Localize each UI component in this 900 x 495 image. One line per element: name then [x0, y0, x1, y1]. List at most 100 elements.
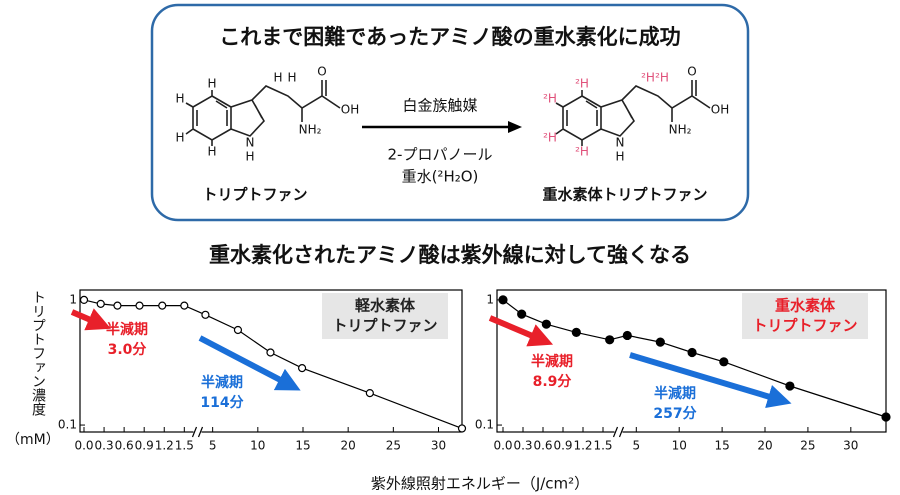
product-structure — [555, 80, 711, 146]
atom-label: H — [207, 145, 216, 159]
reagent: 2-プロパノール — [388, 146, 493, 164]
annotation: 3.0分 — [108, 342, 147, 358]
x-tick-label: 1.2 — [573, 439, 592, 453]
annotation: 半減期 — [531, 353, 573, 370]
x-tick-label: 0.3 — [513, 439, 532, 453]
data-point — [233, 325, 243, 335]
atom-label: NH₂ — [669, 123, 692, 137]
plot-frame — [79, 289, 463, 433]
series-label: トリプトファン — [752, 317, 857, 335]
x-tick-label: 30 — [431, 439, 446, 453]
plot-frame — [496, 289, 887, 433]
x-tick-label: 0.0 — [493, 439, 512, 453]
annotation-arrow — [488, 315, 554, 347]
y-axis-label: トリプトファン濃度 — [30, 290, 46, 416]
data-point — [201, 310, 210, 319]
x-tick-label: 5 — [632, 439, 640, 453]
atom-label: H — [175, 131, 184, 145]
atom-label: ²H — [575, 145, 589, 159]
x-tick-label: 20 — [341, 439, 356, 453]
atom-label: N — [246, 136, 255, 150]
annotation: 半減期 — [106, 321, 148, 338]
series-label-box — [322, 293, 448, 339]
axis-break — [612, 426, 619, 438]
series-label-box — [742, 293, 868, 339]
atom-label: ²H — [543, 92, 557, 106]
reaction-arrowhead — [508, 121, 522, 133]
annotation: 半減期 — [654, 385, 696, 402]
atom-label: ²H — [543, 131, 557, 145]
atom-label: NH₂ — [299, 123, 322, 137]
atom-label: H — [615, 150, 624, 164]
atom-label: ²H — [655, 71, 669, 85]
atom-label: H — [175, 92, 184, 106]
series-label: 軽水素体 — [355, 297, 416, 315]
data-point — [719, 357, 729, 367]
atom-label: OH — [341, 103, 359, 117]
x-tick-label: 30 — [843, 439, 858, 453]
data-point — [180, 301, 189, 310]
annotation-arrow — [198, 335, 301, 391]
product-name: 重水素体トリプトファン — [542, 186, 707, 204]
subtitle: 重水素化されたアミノ酸は紫外線に対して強くなる — [209, 243, 691, 267]
scheme-title: これまで困難であったアミノ酸の重水素化に成功 — [219, 25, 680, 49]
atom-label: H — [273, 71, 282, 85]
atom-label: OH — [711, 103, 729, 117]
axis-break-gap — [193, 429, 202, 435]
annotation: 半減期 — [201, 374, 243, 391]
data-point — [135, 301, 144, 310]
data-point — [457, 424, 467, 433]
y-tick-label: 1 — [486, 292, 494, 306]
data-point — [622, 330, 632, 341]
x-tick-label: 15 — [714, 439, 729, 453]
axis-break — [618, 426, 625, 438]
x-tick-label: 20 — [757, 439, 772, 453]
x-tick-label: 15 — [295, 439, 310, 453]
annotation-arrow — [629, 352, 792, 409]
data-point — [266, 348, 275, 357]
y-tick-label: 0.1 — [58, 418, 77, 432]
atom-label: ²H — [575, 77, 589, 91]
data-point — [605, 335, 615, 345]
annotation: 8.9分 — [533, 374, 572, 390]
data-point — [365, 389, 374, 398]
catalyst: 白金族触媒 — [402, 97, 477, 115]
reagent: 重水(²H₂O) — [402, 168, 479, 186]
atom-label: O — [317, 65, 326, 79]
data-point — [655, 337, 665, 347]
reactant-name: トリプトファン — [202, 186, 307, 204]
x-tick-label: 1.2 — [155, 439, 174, 453]
annotation: 114分 — [200, 395, 243, 411]
x-tick-label: 0.3 — [95, 439, 114, 453]
data-point — [571, 327, 581, 338]
data-point — [158, 301, 167, 310]
annotation-arrow — [70, 308, 112, 331]
reactant-structure — [185, 80, 341, 146]
x-tick-label: 25 — [386, 439, 401, 453]
data-point — [297, 364, 307, 373]
data-point — [687, 347, 697, 358]
data-point — [79, 295, 89, 305]
axis-break — [191, 426, 198, 438]
atom-label: N — [616, 136, 625, 150]
x-tick-label: 5 — [209, 439, 217, 453]
y-tick-label: 0.1 — [475, 418, 494, 432]
x-tick-label: 0.9 — [553, 439, 572, 453]
atom-label: H — [207, 77, 216, 91]
data-point — [113, 301, 122, 310]
x-tick-label: 1.5 — [593, 439, 612, 453]
x-tick-label: 10 — [250, 439, 265, 453]
y-tick-label: 1 — [69, 292, 77, 306]
x-tick-label: 1.5 — [175, 439, 194, 453]
axis-break-gap — [614, 429, 623, 435]
series-label: トリプトファン — [332, 317, 437, 335]
x-tick-label: 0.6 — [533, 439, 552, 453]
x-tick-label: 10 — [672, 439, 687, 453]
data-point — [517, 309, 527, 319]
atom-label: ²H — [641, 71, 655, 85]
x-tick-label: 0.0 — [74, 439, 93, 453]
scheme-box — [150, 3, 750, 222]
x-tick-label: 25 — [800, 439, 815, 453]
data-point — [96, 299, 105, 308]
atom-label: H — [287, 71, 296, 85]
